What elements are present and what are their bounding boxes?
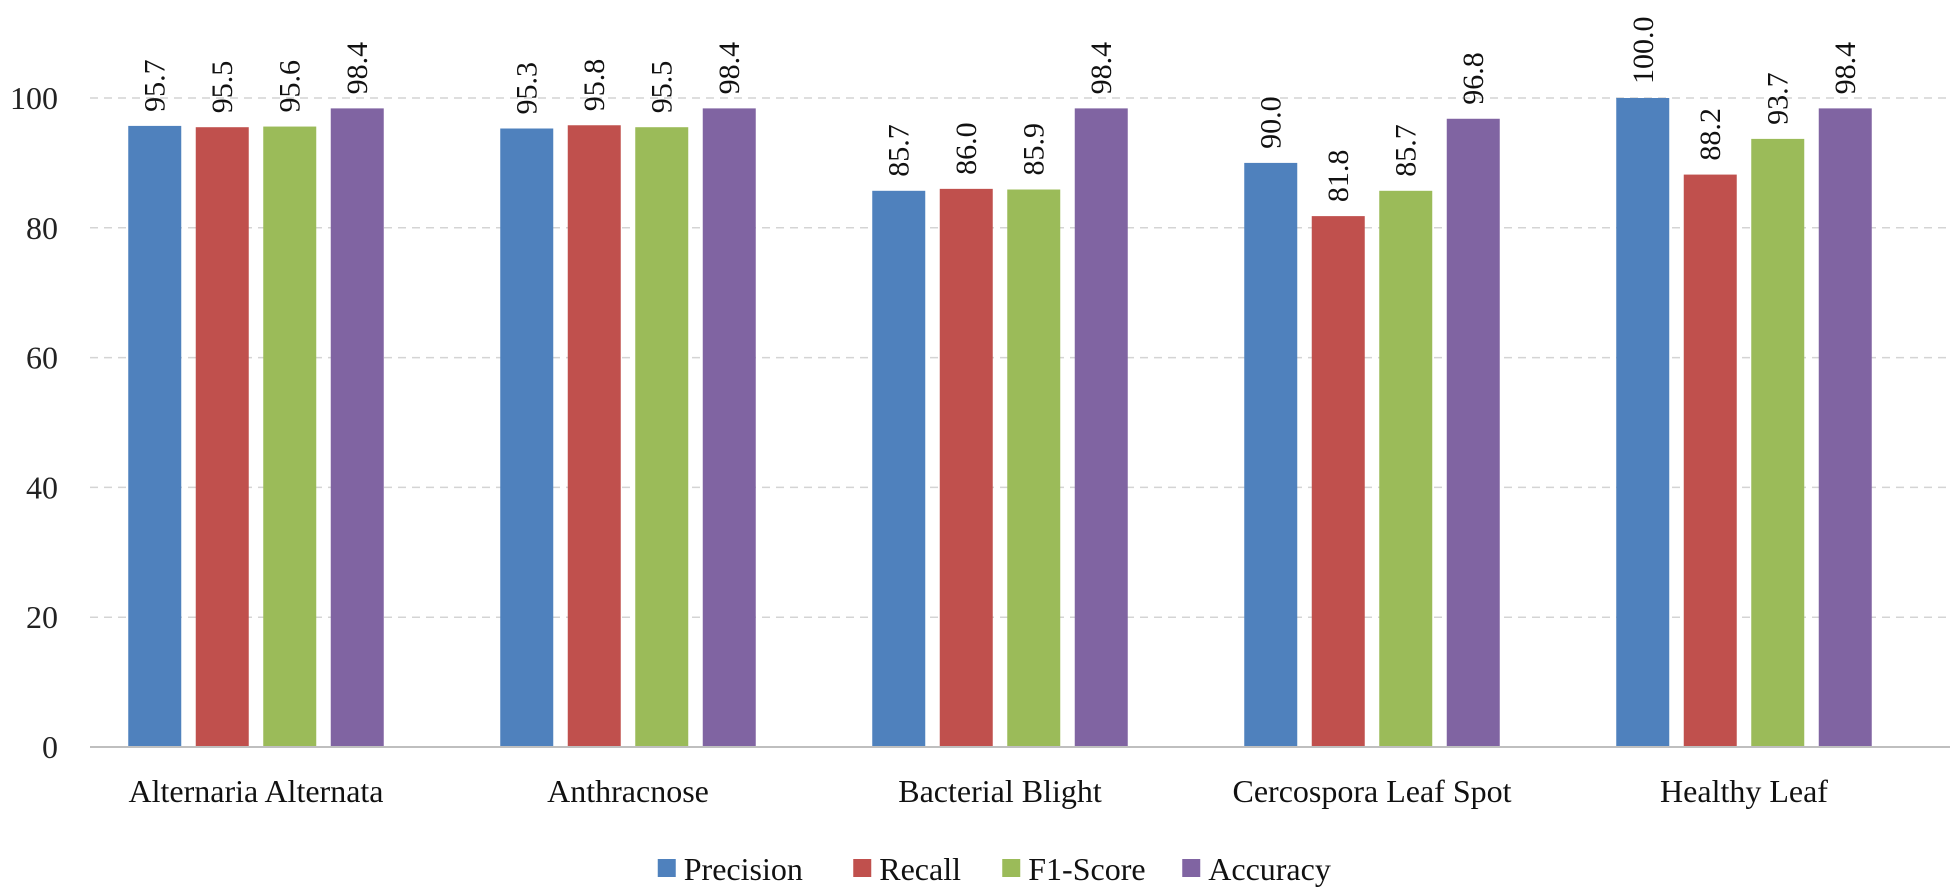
y-tick-label: 80 xyxy=(26,210,58,246)
bar-accuracy-1 xyxy=(330,108,384,747)
legend-item-accuracy: Accuracy xyxy=(1182,851,1331,887)
bar-precision-4 xyxy=(1244,162,1298,747)
data-label: 95.3 xyxy=(511,62,544,115)
data-label: 85.9 xyxy=(1018,123,1051,176)
bar-f1-score-4 xyxy=(1379,190,1433,747)
legend-label: Precision xyxy=(684,851,803,887)
y-tick-label: 0 xyxy=(42,729,58,765)
bar-accuracy-3 xyxy=(1074,108,1128,747)
bar-precision-3 xyxy=(872,190,926,747)
bar-f1-score-2 xyxy=(635,127,689,747)
bar-precision-5 xyxy=(1616,98,1670,747)
y-tick-label: 40 xyxy=(26,469,58,505)
data-labels: 95.7 95.5 95.6 98.4 95.3 95.8 95.5 98.4 85.7 86.0… xyxy=(139,17,1863,203)
category-label: Healthy Leaf xyxy=(1660,773,1828,809)
data-label: 93.7 xyxy=(1762,72,1795,125)
bar-f1-score-5 xyxy=(1751,138,1805,748)
legend-swatch xyxy=(1182,859,1201,877)
bar-recall-2 xyxy=(567,125,621,748)
bar-precision-1 xyxy=(128,125,182,748)
bar-accuracy-2 xyxy=(702,108,756,747)
bar-recall-4 xyxy=(1311,216,1365,748)
data-label: 86.0 xyxy=(950,122,983,175)
legend-item-f1-score: F1-Score xyxy=(1002,851,1146,887)
bar-recall-1 xyxy=(195,127,249,747)
bars xyxy=(128,98,1872,748)
legend-label: F1-Score xyxy=(1028,851,1145,887)
legend: Precision Recall F1-Score Accuracy xyxy=(657,851,1331,887)
bar-precision-2 xyxy=(500,128,554,748)
y-tick-label: 20 xyxy=(26,599,58,635)
data-label: 98.4 xyxy=(1829,42,1862,95)
legend-swatch xyxy=(1002,859,1021,877)
category-label: Anthracnose xyxy=(547,773,709,809)
category-label: Cercospora Leaf Spot xyxy=(1232,773,1511,809)
data-label: 85.7 xyxy=(883,124,916,177)
legend-swatch xyxy=(657,859,676,877)
legend-item-recall: Recall xyxy=(853,851,961,887)
bar-f1-score-3 xyxy=(1007,189,1061,747)
data-label: 88.2 xyxy=(1694,108,1727,161)
data-label: 95.7 xyxy=(139,59,172,112)
y-tick-label: 60 xyxy=(26,340,58,376)
legend-item-precision: Precision xyxy=(657,851,803,887)
bar-accuracy-4 xyxy=(1446,118,1500,747)
bar-recall-5 xyxy=(1683,174,1737,747)
data-label: 95.5 xyxy=(646,61,679,114)
y-axis-ticks: 0 20 40 60 80 100 xyxy=(10,80,58,765)
legend-label: Recall xyxy=(879,851,961,887)
data-label: 90.0 xyxy=(1255,96,1288,149)
data-label: 95.5 xyxy=(206,61,239,114)
legend-swatch xyxy=(853,859,872,877)
category-label: Alternaria Alternata xyxy=(129,773,384,809)
data-label: 81.8 xyxy=(1322,150,1355,203)
bar-accuracy-5 xyxy=(1818,108,1872,747)
data-label: 95.6 xyxy=(274,60,307,113)
data-label: 95.8 xyxy=(578,59,611,112)
y-tick-label: 100 xyxy=(10,80,58,116)
legend-label: Accuracy xyxy=(1208,851,1331,887)
category-label: Bacterial Blight xyxy=(898,773,1102,809)
bar-f1-score-1 xyxy=(263,126,317,747)
data-label: 96.8 xyxy=(1457,52,1490,105)
data-label: 98.4 xyxy=(1085,42,1118,95)
data-label: 100.0 xyxy=(1627,17,1660,85)
category-labels: Alternaria Alternata Anthracnose Bacterial… xyxy=(129,773,1829,809)
data-label: 98.4 xyxy=(713,42,746,95)
data-label: 98.4 xyxy=(341,42,374,95)
data-label: 85.7 xyxy=(1390,124,1423,177)
bar-recall-3 xyxy=(939,188,993,748)
